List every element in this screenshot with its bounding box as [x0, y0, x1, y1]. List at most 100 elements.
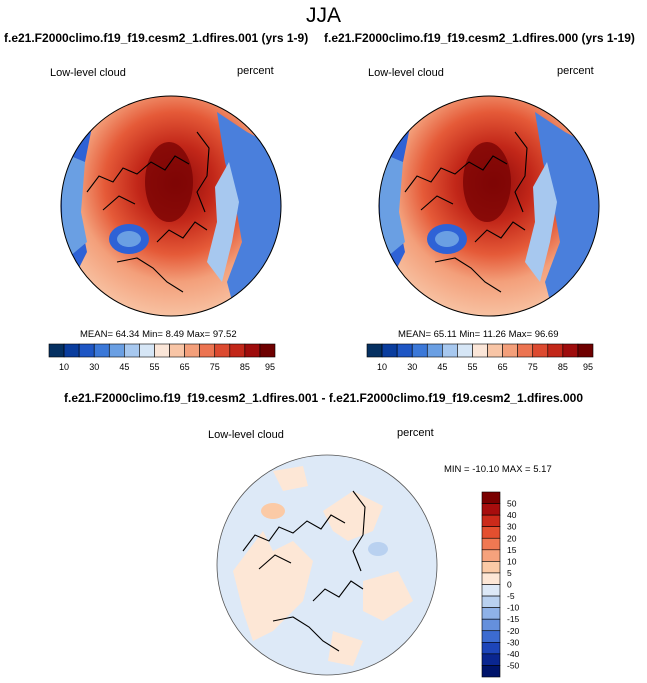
- diff-panel-field-label: Low-level cloud: [208, 429, 284, 441]
- diff-colorbar-cell: [481, 561, 501, 574]
- diff-min-label: MIN =: [444, 464, 470, 475]
- diff-colorbar-cell: [481, 642, 501, 655]
- difference-polar-map: [216, 454, 438, 676]
- left-panel-run-title: f.e21.F2000climo.f19_f19.cesm2_1.dfires.…: [4, 31, 309, 45]
- left-min-value: 8.49: [165, 329, 185, 340]
- right-mean-label: MEAN=: [398, 329, 431, 340]
- left-polar-map: [60, 95, 282, 317]
- left-colorbar-cell: [124, 343, 140, 358]
- left-mean-label: MEAN=: [80, 329, 113, 340]
- diff-colorbar-cell: [481, 653, 501, 666]
- diff-colorbar-cell: [481, 595, 501, 608]
- diff-colorbar-tick-label: 5: [507, 568, 512, 578]
- right-colorbar-cell: [472, 343, 488, 358]
- right-colorbar-cell: [442, 343, 458, 358]
- right-colorbar-cell: [457, 343, 473, 358]
- diff-colorbar-tick-label: 30: [507, 522, 517, 532]
- left-colorbar-cell: [48, 343, 65, 358]
- main-title: JJA: [305, 4, 341, 27]
- diff-colorbar-cell: [481, 491, 501, 504]
- diff-colorbar-cell: [481, 630, 501, 643]
- diff-colorbar-tick-label: -10: [507, 603, 520, 613]
- left-colorbar-cell: [229, 343, 246, 358]
- right-colorbar-cell: [381, 343, 398, 358]
- diff-colorbar-tick-label: 40: [507, 510, 517, 520]
- diff-colorbar-cell: [481, 618, 501, 632]
- left-colorbar-cell: [214, 343, 231, 358]
- diff-max-value: 5.17: [533, 464, 552, 475]
- left-colorbar-cell: [108, 343, 125, 358]
- left-colorbar-cell: [63, 343, 80, 358]
- diff-colorbar-tick-label: -50: [507, 660, 520, 670]
- diff-colorbar-tick-label: -20: [507, 626, 520, 636]
- left-mean-value: 64.34: [115, 329, 140, 340]
- right-colorbar-cell: [426, 343, 443, 358]
- left-colorbar-tick-label: 30: [89, 362, 99, 372]
- diff-colorbar-cell: [481, 584, 501, 597]
- right-colorbar-cell: [411, 343, 428, 358]
- left-max-label: Max=: [186, 329, 211, 340]
- right-colorbar-cell: [577, 343, 594, 358]
- right-colorbar-cell: [487, 343, 503, 358]
- diff-min-value: -10.10: [472, 464, 500, 475]
- right-min-value: 11.26: [482, 329, 506, 340]
- right-colorbar-tick-label: 95: [583, 362, 593, 372]
- left-panel-field-label: Low-level cloud: [50, 67, 126, 79]
- left-colorbar: 10 30 45 55 65 75 85 95: [48, 343, 276, 372]
- right-mean-value: 65.11: [433, 329, 457, 340]
- right-colorbar-cell: [502, 343, 518, 358]
- right-colorbar-cell: [532, 343, 549, 358]
- left-colorbar-cell: [78, 343, 95, 358]
- right-colorbar-tick-label: 85: [558, 362, 568, 372]
- left-max-value: 97.52: [212, 329, 237, 340]
- left-colorbar-cell: [259, 343, 276, 358]
- right-colorbar-cell: [547, 343, 564, 358]
- right-panel-units-label: percent: [557, 65, 594, 77]
- right-colorbar-tick-label: 55: [467, 362, 477, 372]
- right-colorbar-tick-label: 65: [498, 362, 508, 372]
- left-colorbar-tick-label: 85: [240, 362, 250, 372]
- diff-colorbar-cell: [481, 607, 501, 620]
- diff-colorbar-tick-label: -15: [507, 614, 520, 624]
- left-panel-units-label: percent: [237, 65, 274, 77]
- diff-colorbar-cell: [481, 537, 501, 551]
- left-colorbar-tick-label: 65: [180, 362, 190, 372]
- right-colorbar-tick-label: 45: [437, 362, 447, 372]
- right-colorbar-cell: [396, 343, 413, 358]
- right-colorbar-tick-label: 10: [377, 362, 387, 372]
- left-colorbar-cell: [199, 343, 216, 358]
- left-colorbar-cell: [93, 343, 110, 358]
- difference-title: f.e21.F2000climo.f19_f19.cesm2_1.dfires.…: [64, 391, 583, 405]
- diff-colorbar-cell: [481, 572, 501, 585]
- right-min-label: Min=: [459, 329, 481, 340]
- left-colorbar-cell: [139, 343, 155, 358]
- right-colorbar-tick-label: 75: [528, 362, 538, 372]
- left-colorbar-tick-label: 55: [149, 362, 159, 372]
- diff-panel-stats: MIN = -10.10 MAX = 5.17: [444, 464, 552, 475]
- right-colorbar-cell: [562, 343, 579, 358]
- diff-colorbar-tick-label: -5: [507, 591, 515, 601]
- diff-panel-units-label: percent: [397, 427, 434, 439]
- right-colorbar-cell: [517, 343, 534, 358]
- diff-colorbar-tick-label: -30: [507, 637, 520, 647]
- diff-colorbar-tick-label: 15: [507, 545, 517, 555]
- diff-colorbar-cell: [481, 514, 501, 527]
- left-colorbar-cell: [169, 343, 185, 358]
- left-colorbar-tick-label: 10: [59, 362, 69, 372]
- left-min-label: Min=: [142, 329, 163, 340]
- left-colorbar-cell: [184, 343, 200, 358]
- diff-colorbar-cell: [481, 549, 501, 562]
- diff-colorbar-cell: [481, 503, 501, 516]
- diff-max-label: MAX =: [501, 464, 531, 475]
- left-colorbar-cell: [154, 343, 170, 358]
- left-colorbar-tick-label: 75: [210, 362, 220, 372]
- right-max-value: 96.69: [534, 329, 559, 340]
- right-colorbar: 10 30 45 55 65 75 85 95: [366, 343, 594, 372]
- right-panel-run-title: f.e21.F2000climo.f19_f19.cesm2_1.dfires.…: [324, 31, 635, 45]
- right-polar-map: [378, 95, 600, 317]
- left-colorbar-cell: [244, 343, 261, 358]
- right-panel-stats: MEAN= 65.11 Min= 11.26 Max= 96.69: [398, 329, 559, 340]
- right-colorbar-cell: [366, 343, 383, 358]
- left-panel-stats: MEAN= 64.34 Min= 8.49 Max= 97.52: [80, 329, 237, 340]
